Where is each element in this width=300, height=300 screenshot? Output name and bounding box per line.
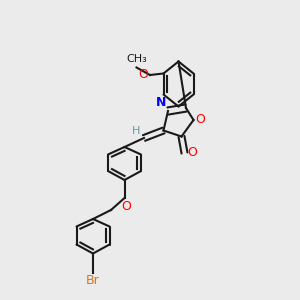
Text: O: O xyxy=(139,68,148,82)
Text: CH₃: CH₃ xyxy=(126,55,147,64)
Text: O: O xyxy=(195,113,205,126)
Text: Br: Br xyxy=(86,274,100,287)
Text: H: H xyxy=(132,127,140,136)
Text: O: O xyxy=(187,146,197,160)
Text: O: O xyxy=(121,200,131,212)
Text: N: N xyxy=(156,97,166,110)
